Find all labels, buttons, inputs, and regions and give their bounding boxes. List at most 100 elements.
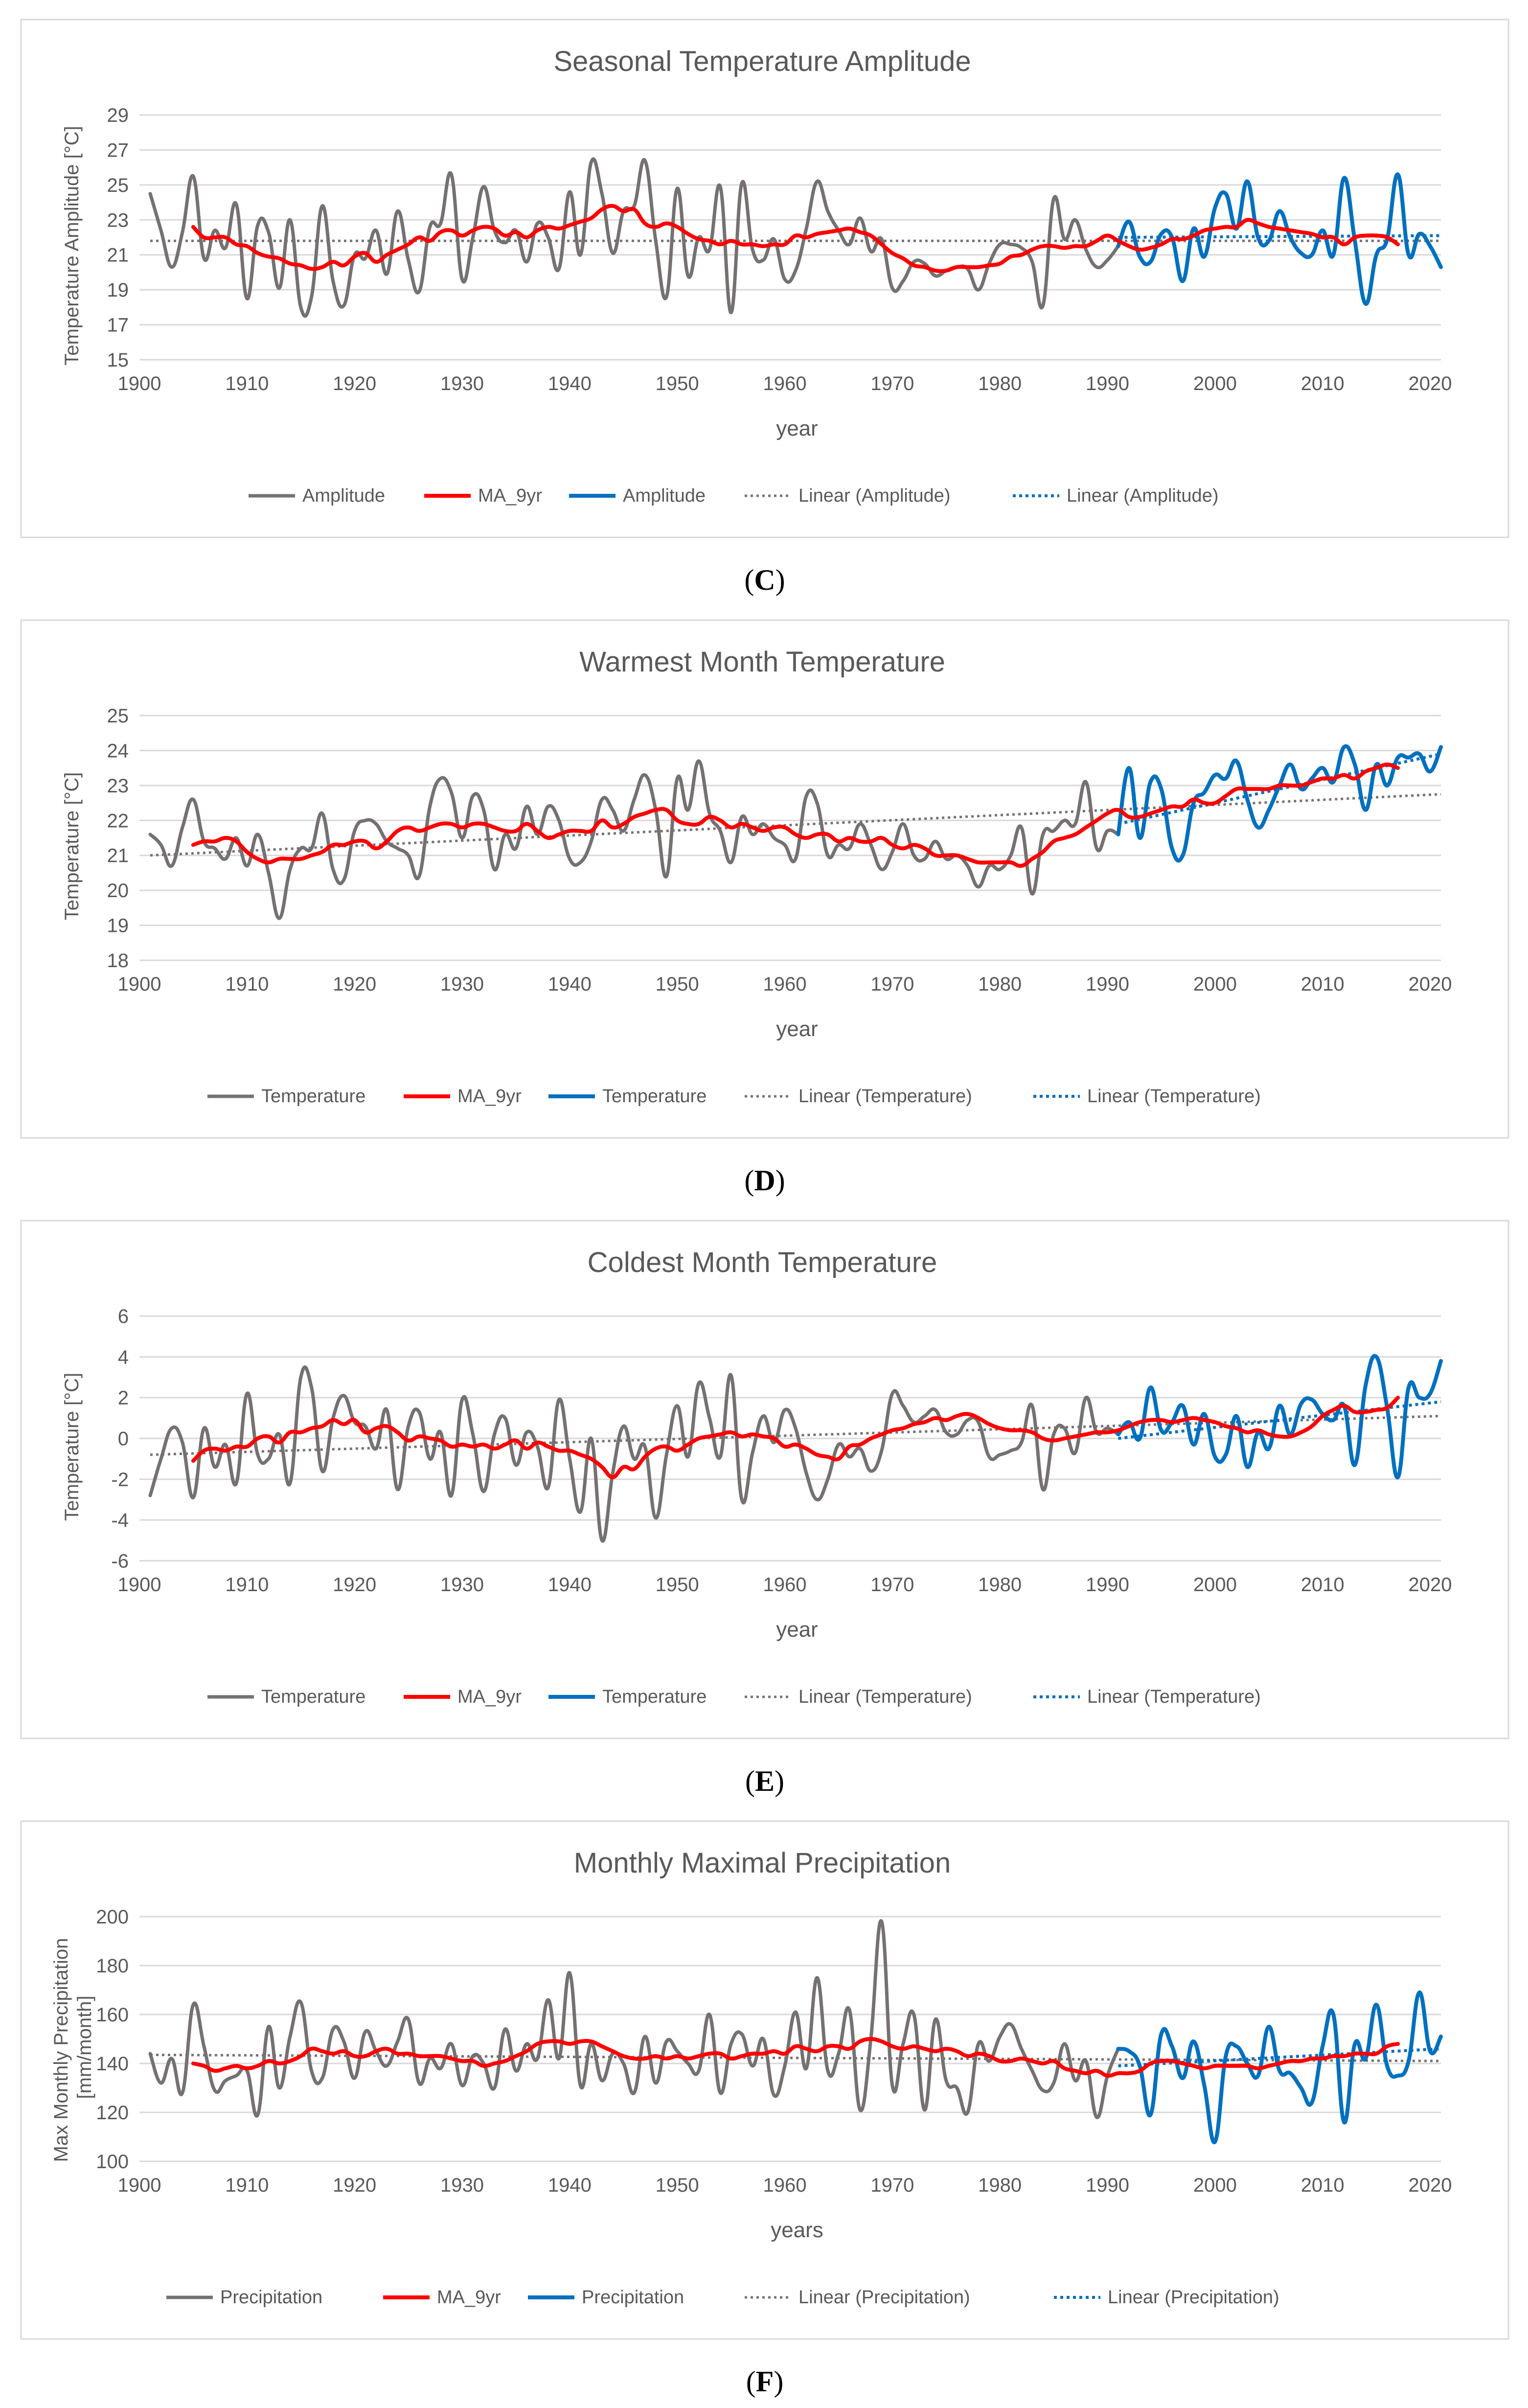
y-tick-label: 23 xyxy=(107,209,129,231)
y-tick-label: 19 xyxy=(107,279,129,301)
x-tick-label: 1930 xyxy=(440,373,484,394)
y-tick-label: -4 xyxy=(111,1510,129,1531)
legend: Temperature MA_9yr Temperature Linear (Temp… xyxy=(207,1687,1261,1707)
y-axis-label: Max Monthly Precipitation [mm/month] xyxy=(50,1932,95,2162)
x-tick-label: 1920 xyxy=(333,973,376,995)
chart-panel-d: Warmest Month Temperature 18192021222324… xyxy=(20,619,1509,1139)
x-tick-label: 1950 xyxy=(656,1574,699,1596)
y-tick-label: 18 xyxy=(107,950,129,972)
plot-area: 15 17 19 21 23 25 27 29 1900 1910 1920 1930 1940 1950… xyxy=(107,105,1452,394)
y-tick-label: 25 xyxy=(107,705,129,727)
x-tick-label: 1970 xyxy=(870,1574,914,1596)
series-line-recent xyxy=(1116,1990,1443,2145)
chart-frame xyxy=(20,619,1509,1139)
panel-label-f-letter: F xyxy=(756,2365,774,2398)
y-tick-label: 29 xyxy=(107,105,129,126)
series-line-historical xyxy=(148,157,1120,318)
y-axis-label-line-1: Max Monthly Precipitation xyxy=(50,1938,72,2162)
x-tick-label: 2000 xyxy=(1193,1574,1237,1596)
x-tick-label: 1980 xyxy=(978,973,1022,995)
y-axis-label-line-1: Temperature [°C] xyxy=(61,772,83,921)
y-tick-label: 15 xyxy=(107,349,129,371)
x-tick-label: 2020 xyxy=(1409,373,1452,394)
panel-label-f: (F) xyxy=(746,2365,784,2398)
y-tick-label: 27 xyxy=(107,139,129,161)
x-tick-label: 1990 xyxy=(1086,973,1129,995)
chart-title: Warmest Month Temperature xyxy=(579,646,945,678)
legend-label: Linear (Temperature) xyxy=(798,1687,972,1707)
x-tick-label: 1980 xyxy=(978,1574,1022,1596)
y-tick-label: 180 xyxy=(96,1955,129,1977)
legend-label: Precipitation xyxy=(582,2287,684,2308)
x-tick-label: 1950 xyxy=(656,973,699,995)
x-tick-label: 1940 xyxy=(548,2175,592,2196)
x-tick-label: 1910 xyxy=(225,373,269,394)
y-axis-label-line-2: [mm/month] xyxy=(74,1995,95,2099)
legend: Precipitation MA_9yr Precipitation Linear (… xyxy=(166,2287,1279,2308)
legend-label: Linear (Precipitation) xyxy=(1108,2287,1279,2308)
plot-area: -6 -4 -2 0 2 4 6 1900 1910 1920 1930 1940 1950 1960 19… xyxy=(111,1306,1452,1596)
series-line-moving-average xyxy=(191,2037,1400,2078)
legend-label: Amplitude xyxy=(302,486,385,506)
legend-label: Precipitation xyxy=(220,2287,322,2308)
legend-label: Temperature xyxy=(602,1086,707,1107)
series-line-moving-average xyxy=(191,763,1400,868)
x-tick-label: 1980 xyxy=(978,2175,1022,2196)
x-axis-label: year xyxy=(776,1017,818,1041)
chart-panel-e: Coldest Month Temperature -6 -4 -2 0 2 4 6 1900… xyxy=(20,1220,1509,1739)
y-tick-label: 24 xyxy=(107,740,129,762)
x-tick-label: 1920 xyxy=(333,2175,376,2196)
x-tick-label: 1910 xyxy=(225,2175,269,2196)
x-tick-label: 1990 xyxy=(1086,1574,1129,1596)
panel-label-c-letter: C xyxy=(754,564,775,596)
x-tick-label: 1970 xyxy=(870,373,914,394)
x-tick-label: 1970 xyxy=(870,2175,914,2196)
y-tick-label: 21 xyxy=(107,845,129,867)
legend-label: MA_9yr xyxy=(437,2287,501,2308)
series-line-moving-average xyxy=(191,204,1400,273)
legend-label: Temperature xyxy=(261,1687,365,1707)
panel-label-d-letter: D xyxy=(754,1164,775,1197)
x-tick-label: 1940 xyxy=(548,1574,592,1596)
x-tick-label: 2020 xyxy=(1409,2175,1452,2196)
trend-line-historical xyxy=(150,1414,1441,1456)
chart-panel-c: Seasonal Temperature Amplitude 15 17 19 21 2… xyxy=(20,19,1509,538)
y-axis-label: Temperature [°C] xyxy=(61,772,83,921)
y-axis-label: Temperature Amplitude [°C] xyxy=(61,126,83,366)
x-tick-label: 1990 xyxy=(1086,373,1129,394)
x-tick-label: 2000 xyxy=(1193,2175,1237,2196)
legend-label: Linear (Temperature) xyxy=(1087,1687,1261,1707)
legend-label: MA_9yr xyxy=(457,1086,522,1107)
y-axis-label-line-1: Temperature [°C] xyxy=(61,1373,83,1521)
series-line-recent xyxy=(1116,172,1443,306)
x-tick-label: 1950 xyxy=(656,373,699,394)
legend-label: MA_9yr xyxy=(457,1687,522,1707)
x-tick-label: 1910 xyxy=(225,1574,269,1596)
y-tick-label: 100 xyxy=(96,2151,129,2173)
x-tick-label: 1960 xyxy=(763,973,807,995)
chart-title: Monthly Maximal Precipitation xyxy=(574,1847,951,1879)
y-tick-label: 120 xyxy=(96,2102,129,2124)
x-tick-label: 1960 xyxy=(763,2175,807,2196)
x-tick-label: 1960 xyxy=(763,373,807,394)
x-tick-label: 1920 xyxy=(333,373,376,394)
x-tick-label: 2020 xyxy=(1409,1574,1452,1596)
y-tick-label: 17 xyxy=(107,315,129,336)
legend-label: Amplitude xyxy=(623,486,706,506)
x-tick-label: 1960 xyxy=(763,1574,807,1596)
trend-line-historical xyxy=(150,793,1441,857)
x-tick-label: 1950 xyxy=(656,2175,699,2196)
y-tick-label: -2 xyxy=(111,1469,129,1490)
series-line-historical xyxy=(148,1365,1120,1543)
chart-panel-f: Monthly Maximal Precipitation 1001201401… xyxy=(20,1820,1509,2340)
x-tick-label: 2020 xyxy=(1409,973,1452,995)
chart-frame xyxy=(20,1820,1509,2340)
legend-label: MA_9yr xyxy=(478,486,542,506)
y-tick-label: 4 xyxy=(118,1346,129,1368)
x-tick-label: 1980 xyxy=(978,373,1022,394)
x-axis-label: year xyxy=(776,417,818,440)
y-tick-label: -6 xyxy=(111,1551,129,1572)
chart-frame xyxy=(20,19,1509,538)
